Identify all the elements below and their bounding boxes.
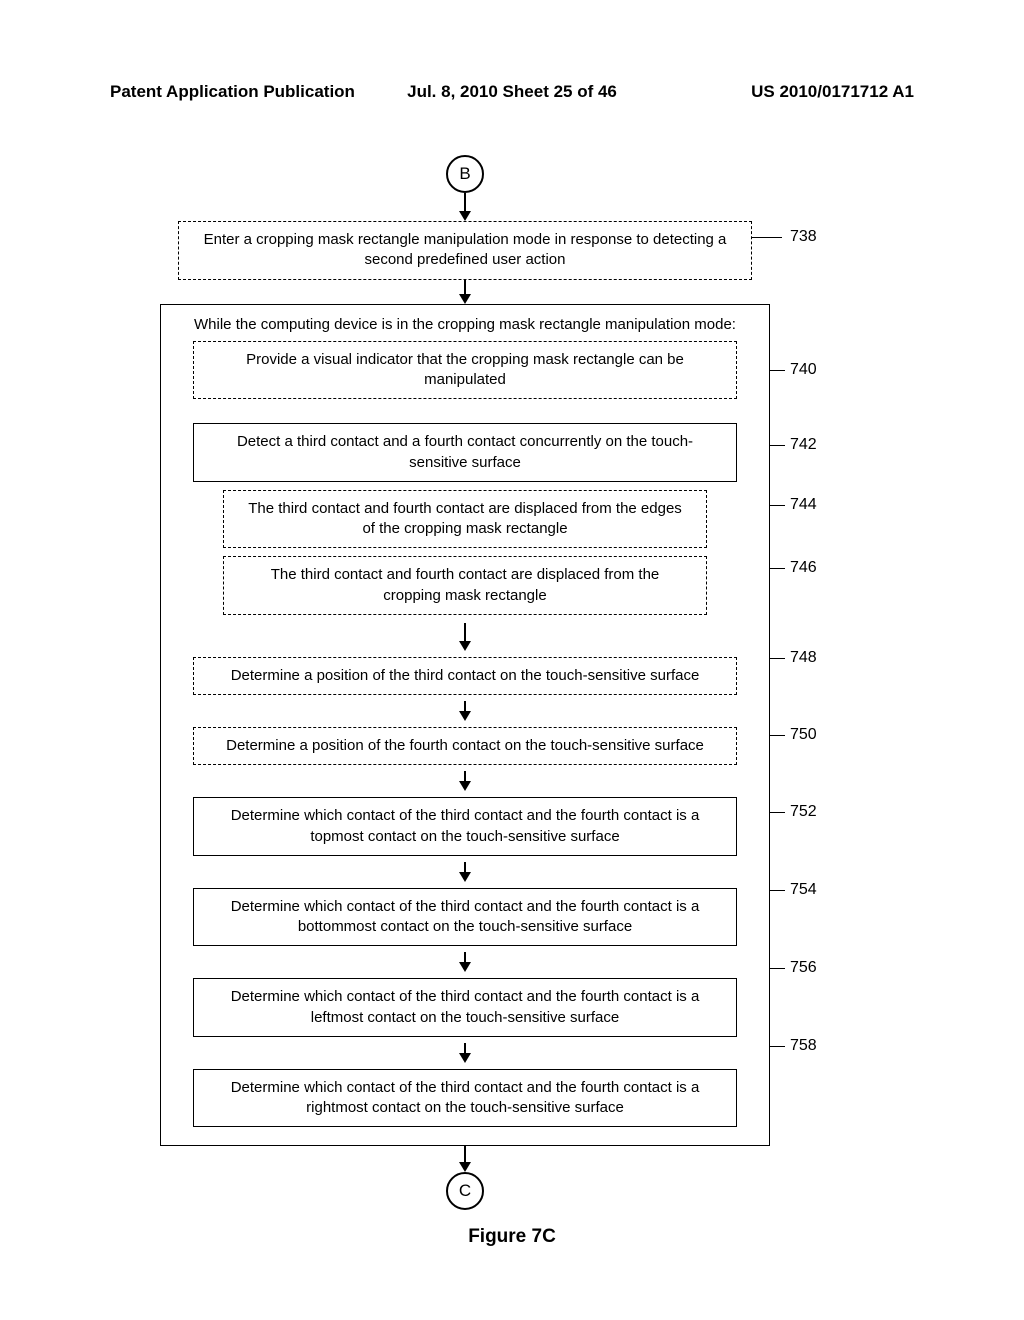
arrow-line xyxy=(464,701,466,711)
box-748: Determine a position of the third contac… xyxy=(193,657,737,695)
outer-title: While the computing device is in the cro… xyxy=(175,315,755,335)
arrow-icon xyxy=(459,294,471,304)
header-right: US 2010/0171712 A1 xyxy=(751,82,914,102)
leader-line xyxy=(770,1046,785,1048)
leader-line xyxy=(770,445,785,447)
box-750: Determine a position of the fourth conta… xyxy=(193,727,737,765)
ref-744: 744 xyxy=(790,496,817,514)
box-744: The third contact and fourth contact are… xyxy=(223,490,707,549)
connector-c: C xyxy=(446,1172,484,1210)
ref-754: 754 xyxy=(790,881,817,899)
leader-line xyxy=(770,658,785,660)
ref-746: 746 xyxy=(790,559,817,577)
arrow-icon xyxy=(459,1053,471,1063)
box-740: Provide a visual indicator that the crop… xyxy=(193,341,737,400)
box-746: The third contact and fourth contact are… xyxy=(223,556,707,615)
arrow-line xyxy=(464,193,466,211)
arrow-line xyxy=(464,1146,466,1162)
box-754: Determine which contact of the third con… xyxy=(193,888,737,947)
arrow-line xyxy=(464,623,466,641)
box-738: Enter a cropping mask rectangle manipula… xyxy=(178,221,752,280)
outer-container: While the computing device is in the cro… xyxy=(160,304,770,1147)
arrow-line xyxy=(464,862,466,872)
ref-758: 758 xyxy=(790,1037,817,1055)
leader-line xyxy=(770,568,785,570)
arrow-icon xyxy=(459,711,471,721)
leader-line xyxy=(770,890,785,892)
arrow-icon xyxy=(459,962,471,972)
leader-line xyxy=(770,735,785,737)
box-758: Determine which contact of the third con… xyxy=(193,1069,737,1128)
figure-label: Figure 7C xyxy=(0,1226,1024,1248)
box-742: Detect a third contact and a fourth cont… xyxy=(193,423,737,482)
connector-b: B xyxy=(446,155,484,193)
ref-738: 738 xyxy=(790,228,817,246)
page: Patent Application Publication Jul. 8, 2… xyxy=(0,0,1024,1320)
arrow-line xyxy=(464,771,466,781)
arrow-icon xyxy=(459,1162,471,1172)
ref-748: 748 xyxy=(790,649,817,667)
ref-740: 740 xyxy=(790,361,817,379)
arrow-line xyxy=(464,1043,466,1053)
ref-752: 752 xyxy=(790,803,817,821)
leader-line xyxy=(770,812,785,814)
arrow-icon xyxy=(459,781,471,791)
ref-750: 750 xyxy=(790,726,817,744)
arrow-icon xyxy=(459,872,471,882)
ref-756: 756 xyxy=(790,959,817,977)
arrow-icon xyxy=(459,211,471,221)
leader-line xyxy=(770,505,785,507)
leader-line xyxy=(752,237,782,239)
arrow-line xyxy=(464,952,466,962)
box-756: Determine which contact of the third con… xyxy=(193,978,737,1037)
arrow-icon xyxy=(459,641,471,651)
leader-line xyxy=(770,370,785,372)
ref-742: 742 xyxy=(790,436,817,454)
flowchart: B Enter a cropping mask rectangle manipu… xyxy=(160,155,770,1210)
box-752: Determine which contact of the third con… xyxy=(193,797,737,856)
arrow-line xyxy=(464,280,466,294)
leader-line xyxy=(770,968,785,970)
